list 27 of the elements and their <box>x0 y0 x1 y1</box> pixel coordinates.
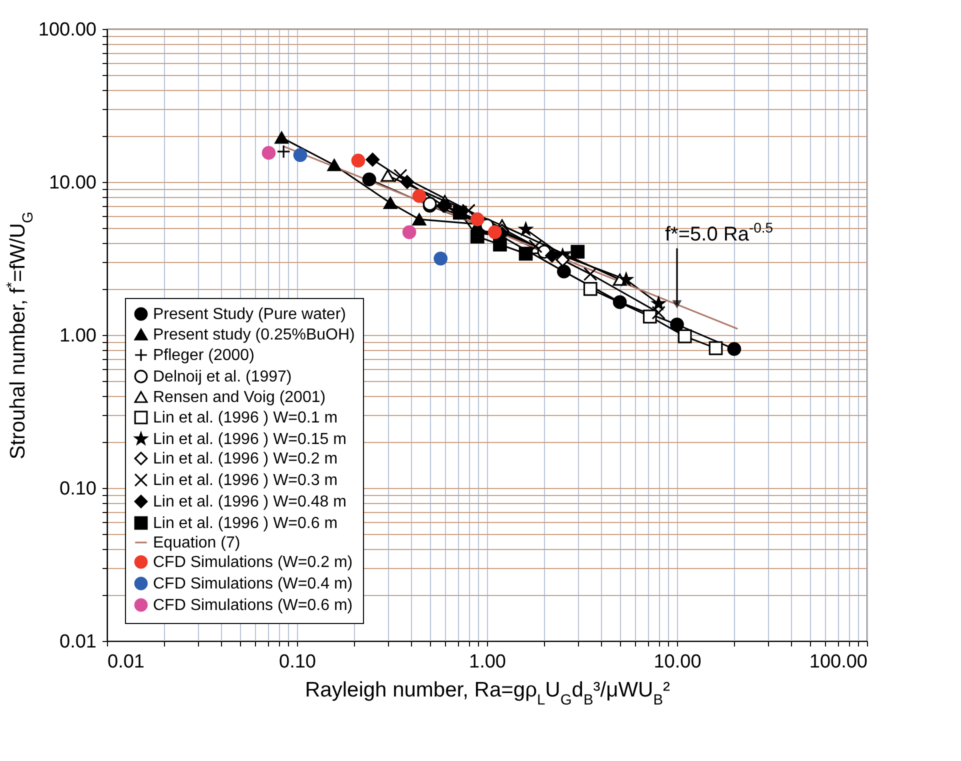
text: Rayleigh number, Ra=gρ$_{L}$U$_{G}$d$_{B}$³/μWU$_{B}$² <box>305 678 670 708</box>
legend-label: Present study (0.25%BuOH) <box>153 326 355 344</box>
legend-label: Lin et al. (1996 ) W=0.6 m <box>153 515 338 532</box>
x-tick-label: 10.00 <box>654 652 702 672</box>
legend-label: Present Study (Pure water) <box>153 306 346 323</box>
legend-label: Delnoij et al. (1997) <box>153 368 292 386</box>
x-tick-label: 0.01 <box>108 652 144 672</box>
legend-label: CFD Simulations (W=0.6 m) <box>153 597 353 614</box>
legend-label: CFD Simulations (W=0.4 m) <box>153 576 353 592</box>
y-tick-label: 100.00 <box>38 20 96 40</box>
x-tick-label: 0.10 <box>279 652 316 672</box>
x-tick-label: 1.00 <box>469 652 506 672</box>
y-tick-label: 0.10 <box>60 478 96 500</box>
legend-label: Lin et al. (1996 ) W=0.15 m <box>153 431 346 448</box>
legend-label: Pfleger (2000) <box>153 347 254 364</box>
annotation: f*=5.0 Ra$^{-0.5}$ <box>665 219 774 246</box>
legend-label: Rensen and Voig (2001) <box>153 389 326 406</box>
y-tick-label: 1.00 <box>60 326 96 346</box>
legend-label: Lin et al. (1996 ) W=0.3 m <box>153 472 338 489</box>
legend-label: Lin et al. (1996 ) W=0.1 m <box>153 410 338 426</box>
y-tick-label: 10.00 <box>48 172 96 194</box>
y-tick-label: 0.01 <box>60 632 96 652</box>
legend-label: Lin et al. (1996 ) W=0.2 m <box>153 450 338 468</box>
legend-label: Lin et al. (1996 ) W=0.48 m <box>153 494 346 510</box>
x-tick-label: 100.00 <box>809 652 868 672</box>
legend-label: Equation (7) <box>153 534 240 552</box>
legend-label: CFD Simulations (W=0.2 m) <box>153 554 353 571</box>
